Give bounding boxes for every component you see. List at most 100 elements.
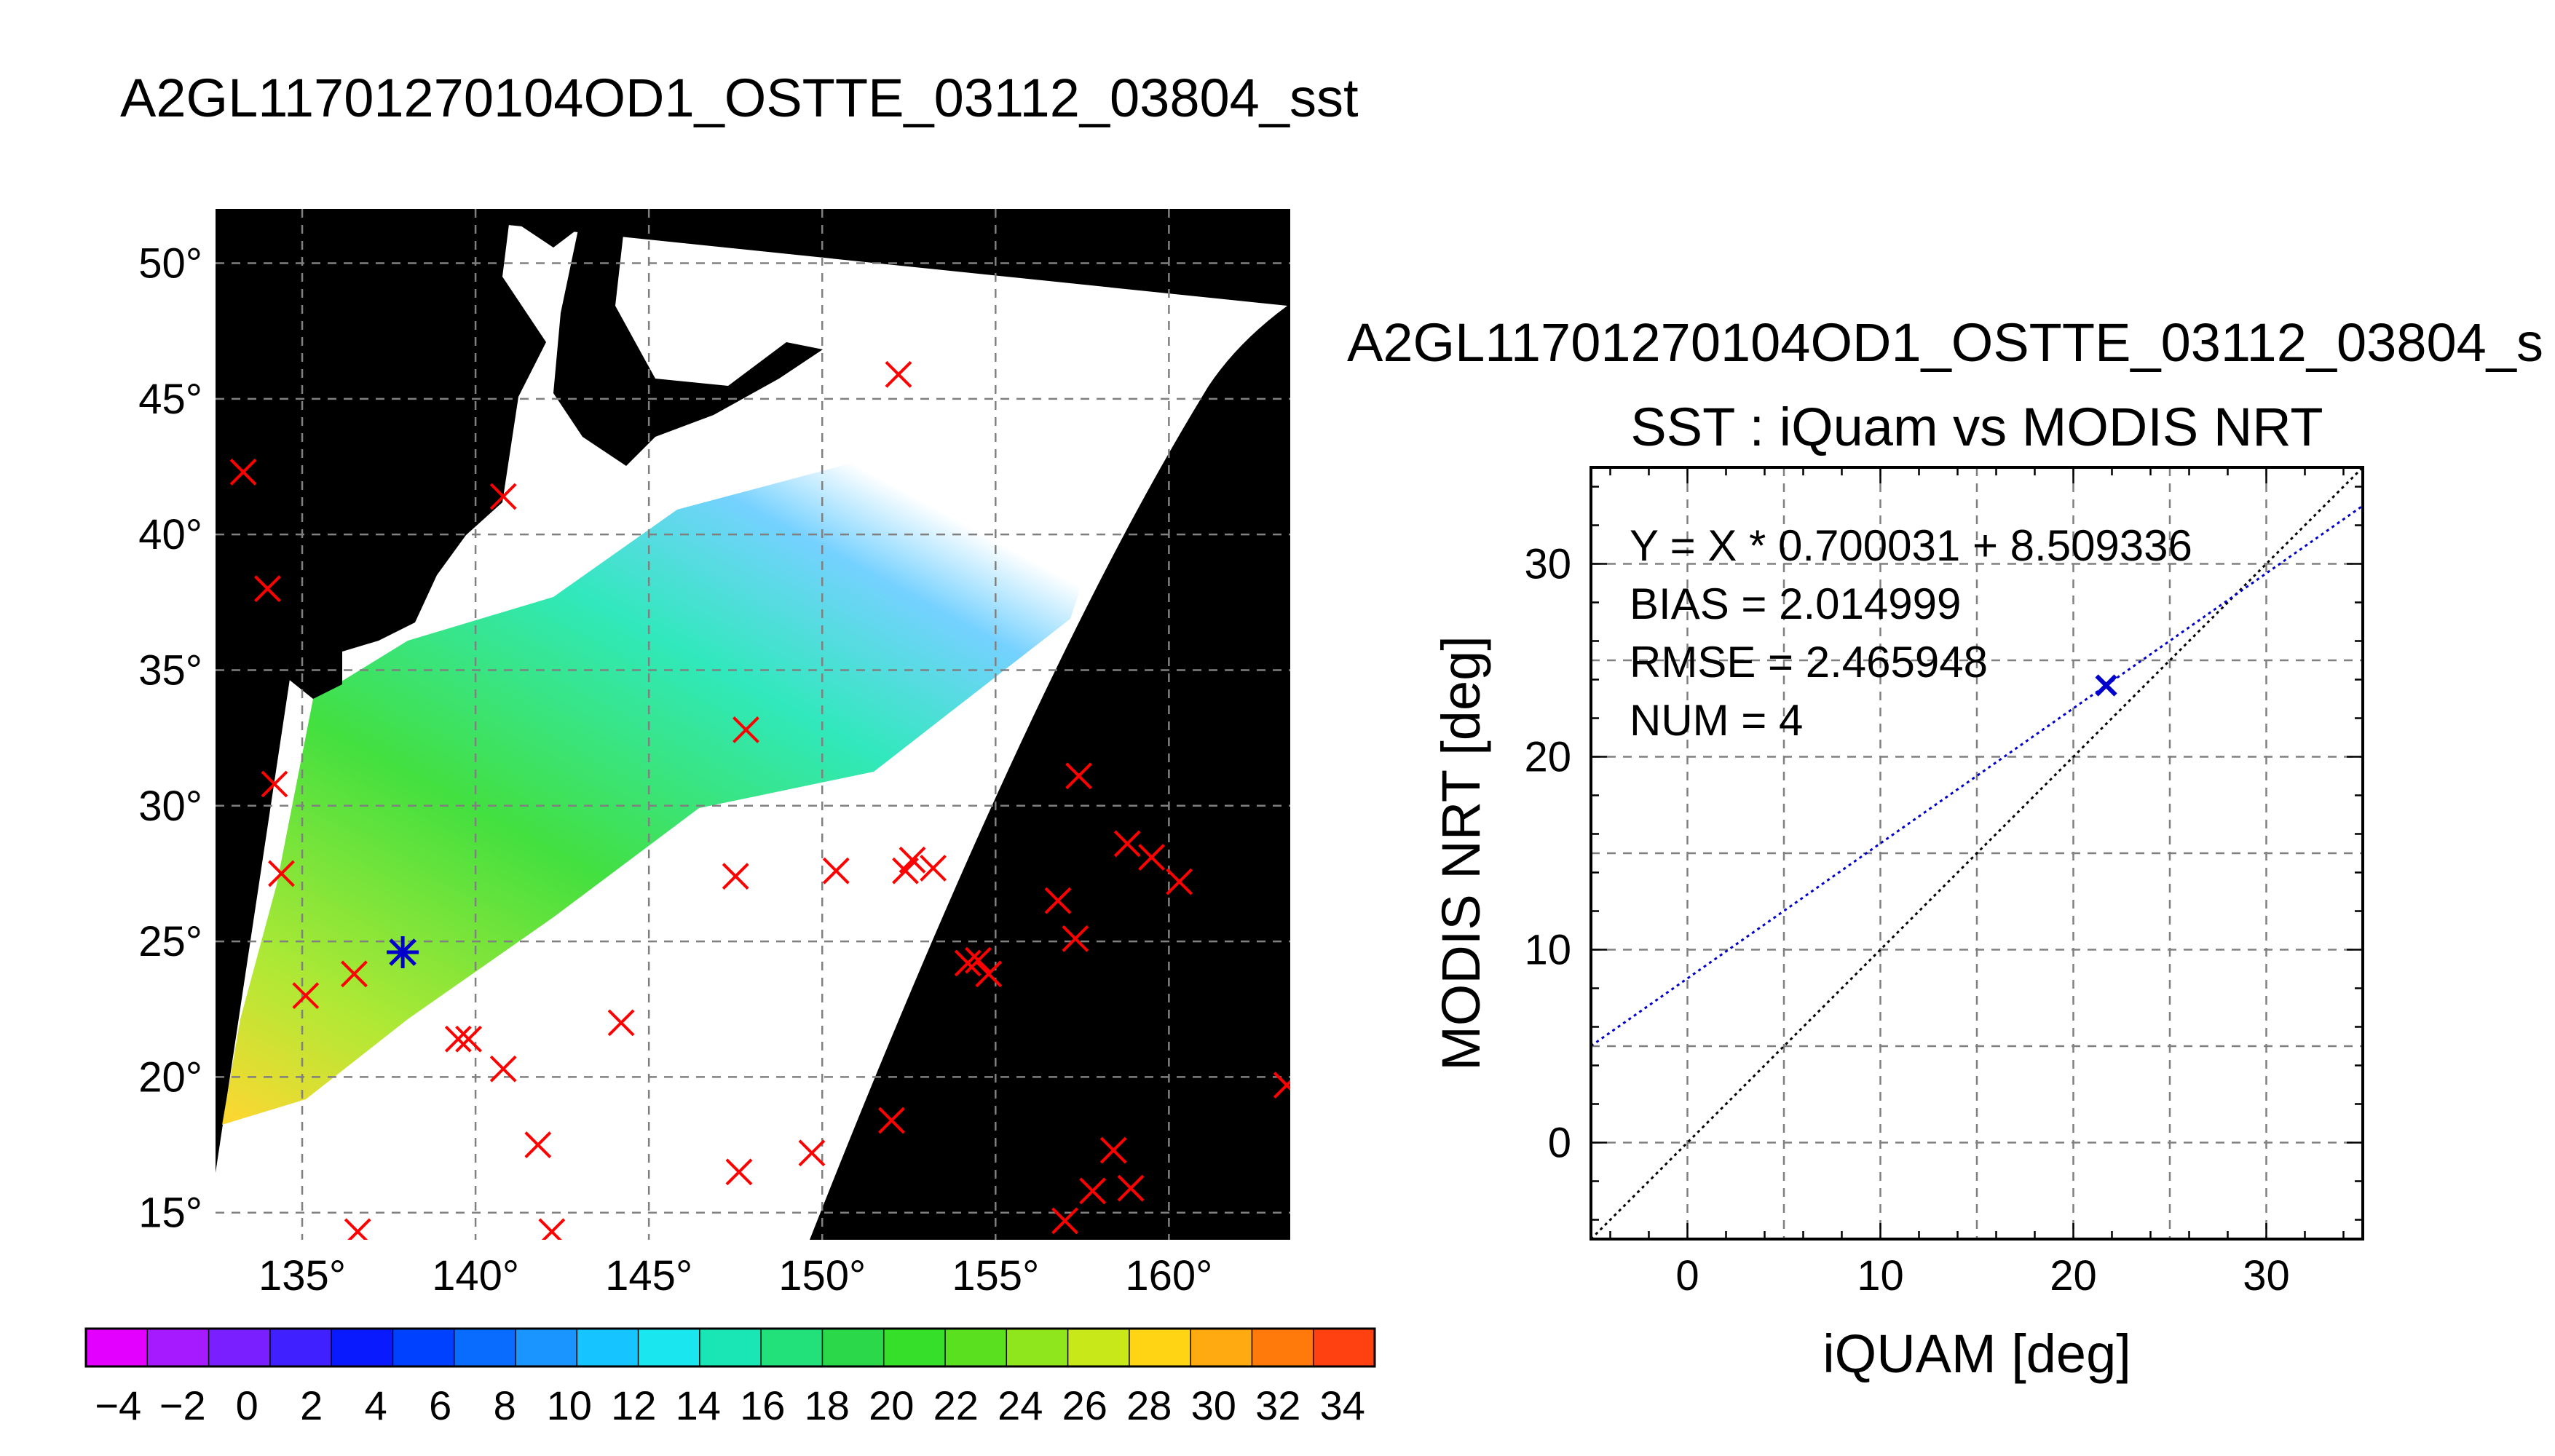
buoy-marker-36	[1138, 844, 1165, 871]
buoy-marker-14-stroke-b	[607, 1009, 635, 1037]
buoy-marker-33	[1099, 1136, 1127, 1164]
colorbar-tick-label-16: 28	[1126, 1382, 1172, 1428]
buoy-marker-20	[878, 1107, 905, 1134]
x-axis-label: iQUAM [deg]	[1823, 1324, 2131, 1384]
buoy-marker-13	[538, 1218, 566, 1240]
buoy-marker-12-stroke-b	[524, 1131, 552, 1158]
colorbar-tick-label-18: 32	[1255, 1382, 1300, 1428]
buoy-marker-8-stroke-b	[444, 1025, 472, 1053]
buoy-marker-24	[920, 855, 947, 882]
buoy-marker-2	[261, 770, 288, 798]
buoy-marker-21	[885, 360, 912, 388]
colorbar-tick-label-19: 34	[1320, 1382, 1365, 1428]
stats-annotation-3: NUM = 4	[1630, 696, 1803, 745]
buoy-marker-27	[975, 960, 1003, 988]
buoy-marker-37-stroke-b	[1166, 868, 1193, 895]
buoy-marker-36-stroke-b	[1138, 844, 1165, 871]
map-lat-tick-label-4: 35°	[138, 646, 202, 694]
scatter-point-0	[2095, 674, 2117, 697]
colorbar-tick-label-15: 26	[1062, 1382, 1107, 1428]
sst-region	[222, 451, 1092, 1125]
buoy-marker-17-stroke-b	[732, 716, 759, 743]
map-lat-tick-label-2: 25°	[138, 918, 202, 965]
buoy-marker-32-stroke-b	[1079, 1177, 1107, 1205]
colorbar-tick-label-13: 22	[933, 1382, 979, 1428]
buoy-marker-25-stroke-b	[954, 949, 982, 977]
colorbar-segment-13	[883, 1329, 946, 1366]
map-lat-tick-label-5: 40°	[138, 511, 202, 558]
map-lat-tick-label-0: 15°	[138, 1190, 202, 1237]
buoy-marker-31-stroke-b	[1065, 762, 1092, 790]
colorbar-tick-label-3: 2	[300, 1382, 323, 1428]
colorbar-tick-label-7: 10	[547, 1382, 592, 1428]
sst-map: 135° 140° 145° 150° 155° 160° 15° 20° 25° 30° 35° 4…	[138, 209, 1290, 1299]
x-tick-label-0: 0	[1675, 1252, 1699, 1299]
buoy-marker-15-stroke-b	[722, 863, 749, 890]
colorbar-tick-label-9: 14	[676, 1382, 721, 1428]
buoy-marker-12	[524, 1131, 552, 1158]
x-tick-label-3: 30	[2243, 1252, 2290, 1299]
map-contents	[216, 209, 1290, 1240]
colorbar-segment-19	[1252, 1329, 1314, 1366]
buoy-marker-3-stroke-b	[268, 860, 295, 887]
buoy-marker-11-stroke-b	[489, 483, 517, 510]
buoy-marker-25	[954, 949, 982, 977]
colorbar-segment-6	[454, 1329, 516, 1366]
match-marker-0	[387, 936, 419, 969]
buoy-marker-16-stroke-b	[725, 1158, 753, 1186]
map-lon-tick-label-2: 145°	[605, 1252, 692, 1299]
scatter-file-title: A2GL11701270104OD1_OSTTE_03112_03804_s	[1347, 312, 2543, 373]
colorbar: −4 −2 0 2 4 6 8 10 12 14 16 18 20 22 24 26 28 30 32 34	[84, 1327, 1376, 1428]
buoy-marker-14	[607, 1009, 635, 1037]
stats-annotation-2: RMSE = 2.465948	[1630, 638, 1988, 687]
map-lat-tick-label-7: 50°	[138, 240, 202, 288]
scatter-plot: SST : iQuam vs MODIS NRT 0 10 20 30 0 10 20 30 iQ…	[1431, 397, 2364, 1384]
buoy-marker-3	[268, 860, 295, 887]
map-lon-tick-label-0: 135°	[258, 1252, 346, 1299]
colorbar-tick-label-2: 0	[236, 1382, 258, 1428]
y-tick-label-1: 10	[1524, 927, 1571, 974]
colorbar-tick-label-6: 8	[494, 1382, 516, 1428]
buoy-marker-32	[1079, 1177, 1107, 1205]
map-lat-tick-label-1: 20°	[138, 1053, 202, 1101]
buoy-marker-28-stroke-b	[1044, 887, 1072, 914]
buoy-marker-29	[1051, 1207, 1078, 1235]
buoy-marker-17	[732, 716, 759, 743]
colorbar-segment-2	[208, 1329, 271, 1366]
buoy-marker-0	[229, 459, 257, 486]
buoy-marker-34	[1113, 830, 1141, 858]
buoy-marker-11	[489, 483, 517, 510]
colorbar-tick-label-11: 18	[805, 1382, 850, 1428]
y-tick-label-0: 0	[1548, 1120, 1571, 1167]
buoy-marker-27-stroke-b	[975, 960, 1003, 988]
colorbar-segment-5	[392, 1329, 455, 1366]
scatter-point-0-stroke-b	[2095, 674, 2117, 697]
colorbar-tick-label-0: −4	[95, 1382, 141, 1428]
buoy-marker-23	[899, 846, 926, 874]
buoy-marker-2-stroke-b	[261, 770, 288, 798]
buoy-marker-8	[444, 1025, 472, 1053]
scatter-frame	[1590, 466, 2364, 1241]
stats-annotation-0: Y = X * 0.700031 + 8.509336	[1630, 521, 2192, 570]
colorbar-tick-label-17: 30	[1191, 1382, 1236, 1428]
colorbar-segment-3	[269, 1329, 332, 1366]
colorbar-segment-9	[638, 1329, 700, 1366]
buoy-marker-20-stroke-b	[878, 1107, 905, 1134]
map-lon-tick-label-3: 150°	[778, 1252, 866, 1299]
buoy-marker-13-stroke-b	[541, 1218, 566, 1240]
buoy-marker-6	[344, 1218, 371, 1240]
buoy-marker-5	[341, 960, 368, 988]
buoy-marker-34-stroke-b	[1113, 830, 1141, 858]
colorbar-tick-label-1: −2	[159, 1382, 206, 1428]
colorbar-segment-17	[1129, 1329, 1191, 1366]
buoy-marker-10-stroke-b	[489, 1055, 517, 1083]
scatter-contents	[1591, 467, 2363, 1239]
buoy-marker-9-stroke-b	[455, 1025, 482, 1053]
buoy-marker-18	[798, 1139, 826, 1167]
buoy-marker-16	[725, 1158, 753, 1186]
buoy-marker-31	[1065, 762, 1092, 790]
colorbar-tick-label-10: 16	[740, 1382, 785, 1428]
buoy-marker-28	[1044, 887, 1072, 914]
